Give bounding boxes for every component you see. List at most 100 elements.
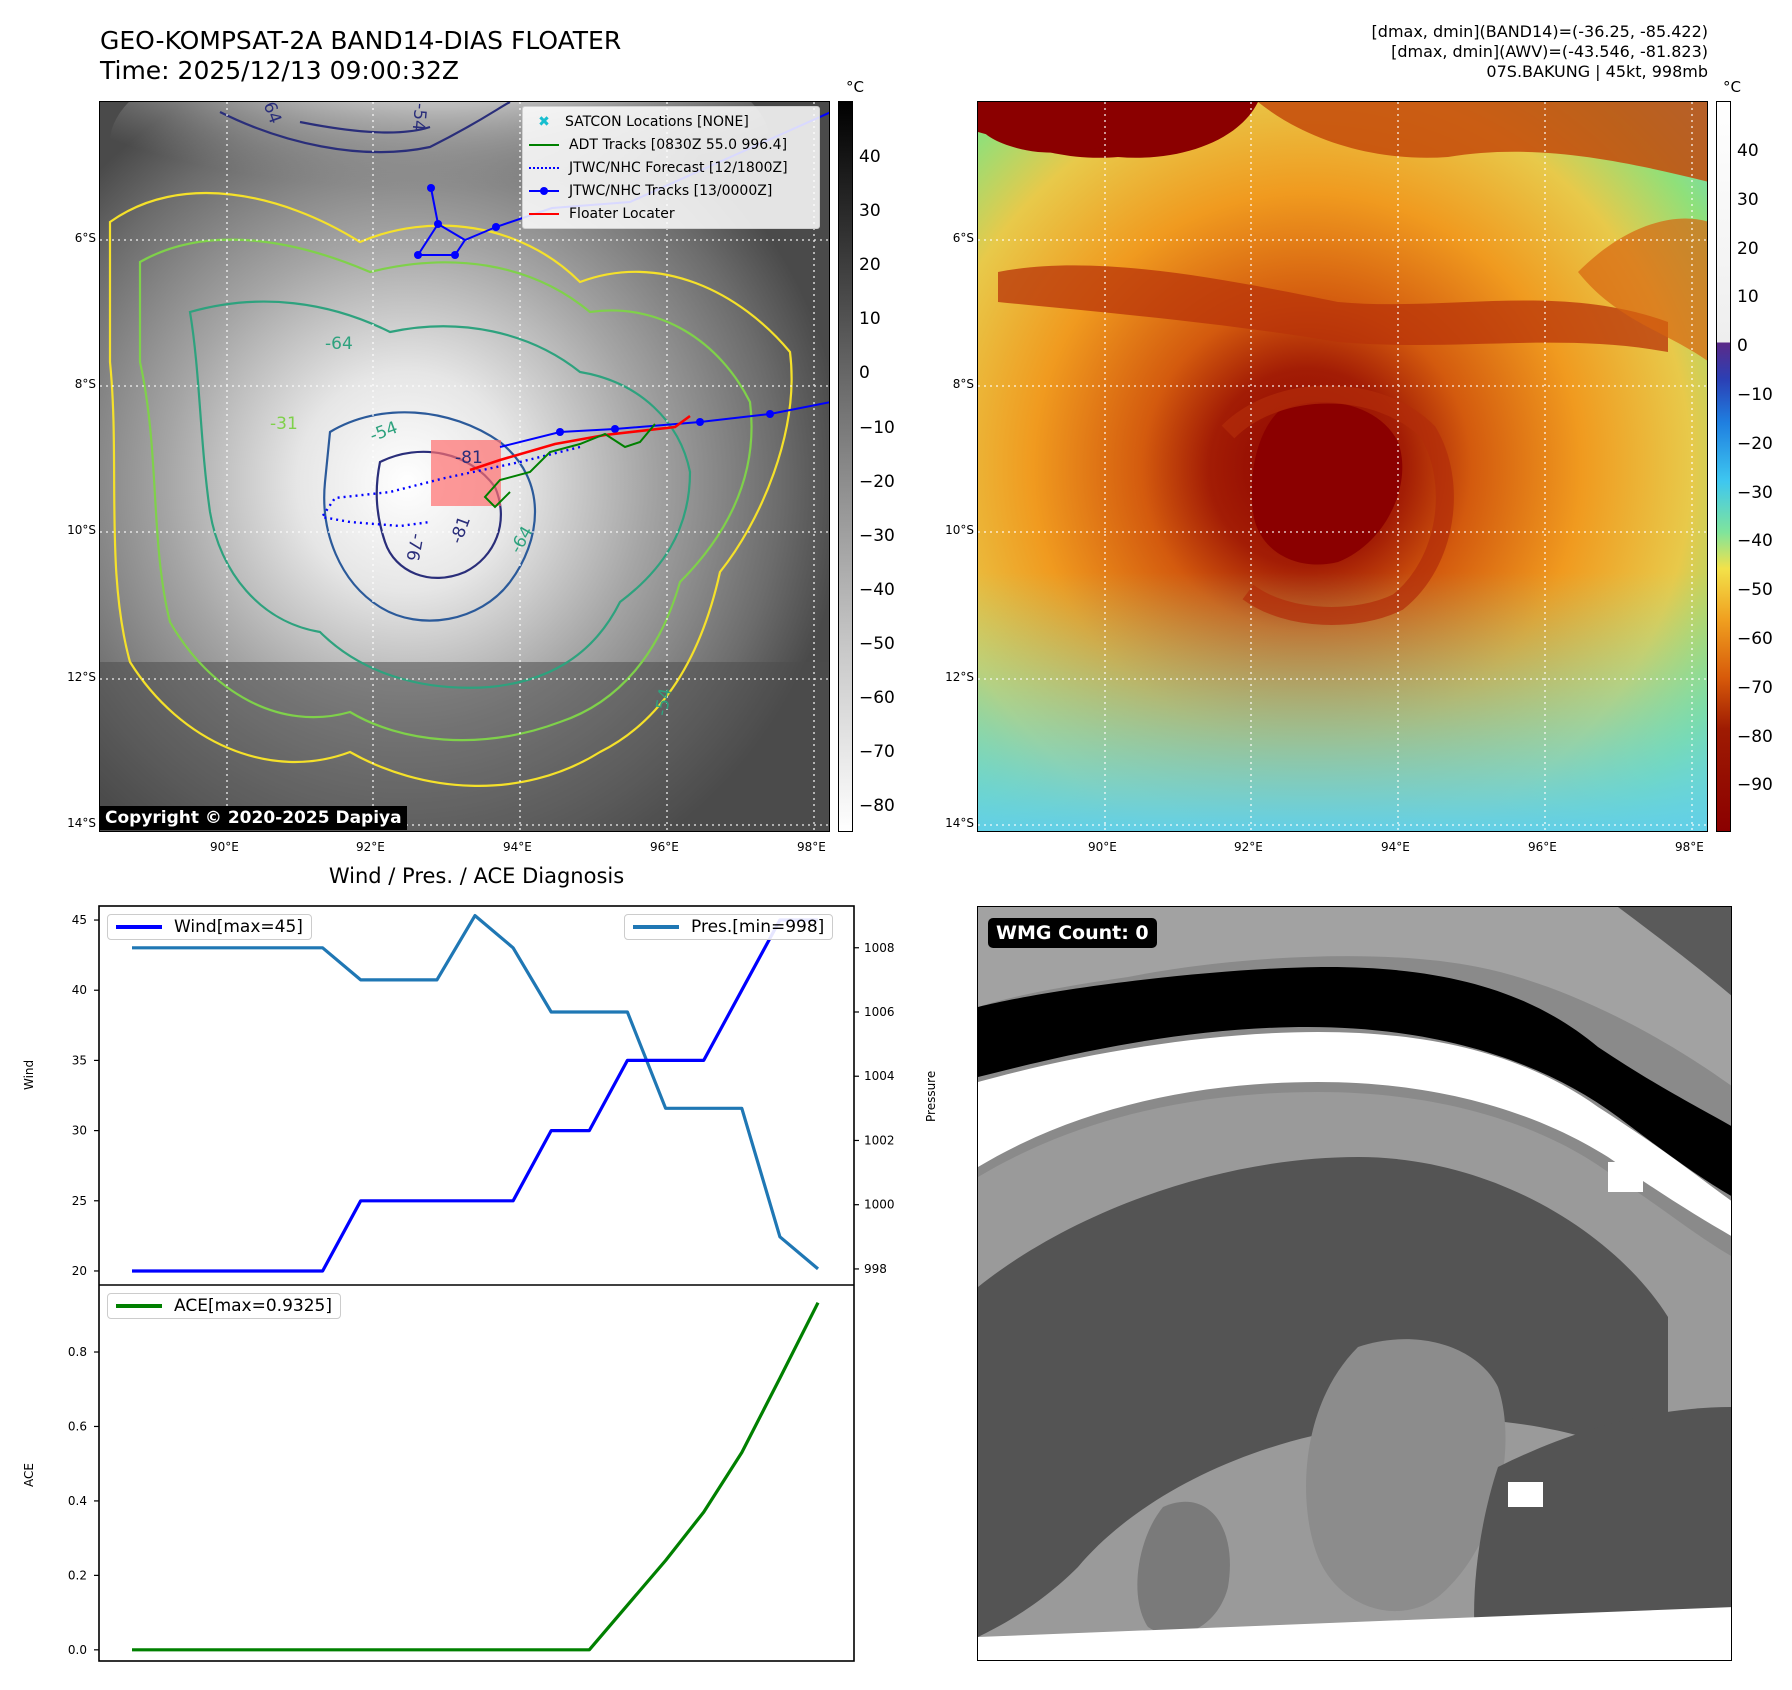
right-lon-ticks: 90°E 92°E 94°E 96°E 98°E: [977, 840, 1708, 860]
left-colorbar-unit: °C: [846, 78, 864, 96]
colorbar-tick: 40: [1737, 141, 1759, 161]
colorbar-tick: 20: [1737, 238, 1759, 259]
left-colorbar: [838, 101, 853, 832]
ace-legend-label: ACE[max=0.9325]: [174, 1296, 332, 1316]
colorbar-tick: −40: [1737, 531, 1773, 552]
tick-label: 14°S: [67, 816, 96, 830]
tick-label: 98°E: [1675, 840, 1704, 854]
wind-axis-label: Wind: [22, 1059, 36, 1090]
wind-tick-label: 40: [72, 983, 87, 997]
tick-label: 90°E: [1088, 840, 1117, 854]
wind-tick-label: 25: [72, 1194, 87, 1208]
legend-label: JTWC/NHC Tracks [13/0000Z]: [569, 182, 773, 199]
pressure-line: [132, 913, 820, 1271]
tick-label: 12°S: [945, 670, 974, 684]
colorbar-tick: −30: [1737, 482, 1773, 503]
colorbar-tick: −10: [859, 417, 895, 438]
dias-map-panel: [977, 101, 1708, 832]
pressure-swatch: [633, 925, 679, 929]
wind-legend-label: Wind[max=45]: [174, 917, 303, 937]
copyright-label: Copyright © 2020-2025 Dapiya: [100, 806, 407, 830]
colorbar-tick: 0: [1737, 336, 1748, 357]
colorbar-tick: 40: [859, 147, 881, 167]
left-colorbar-ticks: 40 30 20 10 0 −10 −20 −30 −40 −50 −60 −70 −80: [855, 101, 915, 832]
title-line-2: Time: 2025/12/13 09:00:32Z: [100, 56, 459, 85]
wind-tick-label: 45: [72, 913, 87, 927]
contour-label: -76: [401, 531, 427, 563]
contour-label: -64: [325, 334, 353, 354]
colorbar-tick: −20: [1737, 433, 1773, 454]
colorbar-tick: 0: [859, 363, 870, 384]
pressure-tick-label: 1002: [864, 1133, 895, 1147]
wind-swatch: [116, 925, 162, 929]
stats-line-3: 07S.BAKUNG | 45kt, 998mb: [1486, 62, 1708, 81]
stats-line-1: [dmax, dmin](BAND14)=(-36.25, -85.422): [1371, 22, 1708, 41]
solid-line-icon: [529, 143, 559, 146]
colorbar-tick: −60: [1737, 629, 1773, 649]
pressure-tick-label: 998: [864, 1262, 887, 1276]
legend-label: Floater Locater: [569, 205, 675, 222]
tick-label: 92°E: [1234, 840, 1263, 854]
right-lat-ticks: 6°S 8°S 10°S 12°S 14°S: [918, 101, 974, 832]
tick-label: 6°S: [952, 231, 974, 245]
colorbar-tick: 20: [859, 255, 881, 276]
title-line-1: GEO-KOMPSAT-2A BAND14-DIAS FLOATER: [100, 26, 622, 55]
tick-label: 94°E: [503, 840, 532, 854]
legend-item-forecast: JTWC/NHC Forecast [12/1800Z]: [523, 156, 819, 179]
tick-label: 8°S: [952, 377, 974, 391]
legend-label: JTWC/NHC Forecast [12/1800Z]: [569, 159, 788, 176]
pressure-tick-label: 1004: [864, 1069, 895, 1083]
marker-line-icon: [529, 186, 559, 195]
ace-axis-label: ACE: [22, 1463, 36, 1487]
stats-block: [dmax, dmin](BAND14)=(-36.25, -85.422) […: [1372, 22, 1708, 82]
pressure-tick-label: 1006: [864, 1005, 895, 1019]
colorbar-tick: −50: [1737, 580, 1773, 601]
chart-frame: [98, 905, 855, 1662]
colorbar-tick: −80: [859, 796, 895, 817]
colorbar-tick: −70: [1737, 677, 1773, 698]
stats-line-2: [dmax, dmin](AWV)=(-43.546, -81.823): [1391, 42, 1708, 61]
colorbar-tick: −80: [1737, 726, 1773, 747]
right-colorbar-unit: °C: [1723, 78, 1741, 96]
wmg-canvas: [978, 907, 1731, 1660]
left-lat-ticks: 6°S 8°S 10°S 12°S 14°S: [40, 101, 96, 832]
colorbar-tick: −20: [859, 471, 895, 492]
contour-labels: -64 -54 -31 -54 -81 -81 -76 -64 -54 -64: [100, 101, 829, 831]
ir-map-panel: -64 -54 -31 -54 -81 -81 -76 -64 -54 -64 …: [99, 101, 830, 832]
tick-label: 12°S: [67, 670, 96, 684]
wmg-count-badge: WMG Count: 0: [988, 918, 1157, 948]
colorbar-tick: −40: [859, 579, 895, 600]
pressure-tick-label: 1008: [864, 941, 895, 955]
tick-label: 96°E: [1528, 840, 1557, 854]
legend-label: SATCON Locations [NONE]: [565, 113, 749, 130]
tick-label: 10°S: [67, 523, 96, 537]
ace-tick-label: 0.6: [68, 1419, 87, 1433]
right-colorbar-ticks: 40 30 20 10 0 −10 −20 −30 −40 −50 −60 −70 −80 −90: [1733, 101, 1792, 832]
tick-label: 94°E: [1381, 840, 1410, 854]
ace-line: [132, 1301, 820, 1652]
colorbar-tick: −90: [1737, 775, 1773, 796]
left-lon-ticks: 90°E 92°E 94°E 96°E 98°E: [99, 840, 830, 860]
wind-line: [132, 918, 818, 1273]
colorbar-tick: −50: [859, 633, 895, 654]
tick-label: 96°E: [650, 840, 679, 854]
colorbar-tick: −10: [1737, 385, 1773, 405]
wind-tick-label: 35: [72, 1053, 87, 1067]
tick-label: 6°S: [74, 231, 96, 245]
colorbar-tick: 10: [1737, 287, 1759, 308]
pressure-legend-label: Pres.[min=998]: [691, 917, 825, 937]
contour-label: -81: [455, 448, 483, 468]
figure-title: GEO-KOMPSAT-2A BAND14-DIAS FLOATER Time:…: [100, 26, 621, 86]
legend-item-floater: Floater Locater: [523, 202, 819, 225]
contour-label: -31: [270, 414, 298, 434]
solid-line-icon: [529, 212, 559, 215]
tick-label: 14°S: [945, 816, 974, 830]
floater-box: [431, 440, 501, 506]
colorbar-tick: 10: [859, 309, 881, 330]
contour-label: -64: [256, 101, 286, 127]
tick-label: 98°E: [797, 840, 826, 854]
x-marker-icon: ✖: [523, 114, 565, 130]
colorbar-tick: −30: [859, 525, 895, 546]
tick-label: 90°E: [210, 840, 239, 854]
legend-label: ADT Tracks [0830Z 55.0 996.4]: [569, 136, 788, 153]
